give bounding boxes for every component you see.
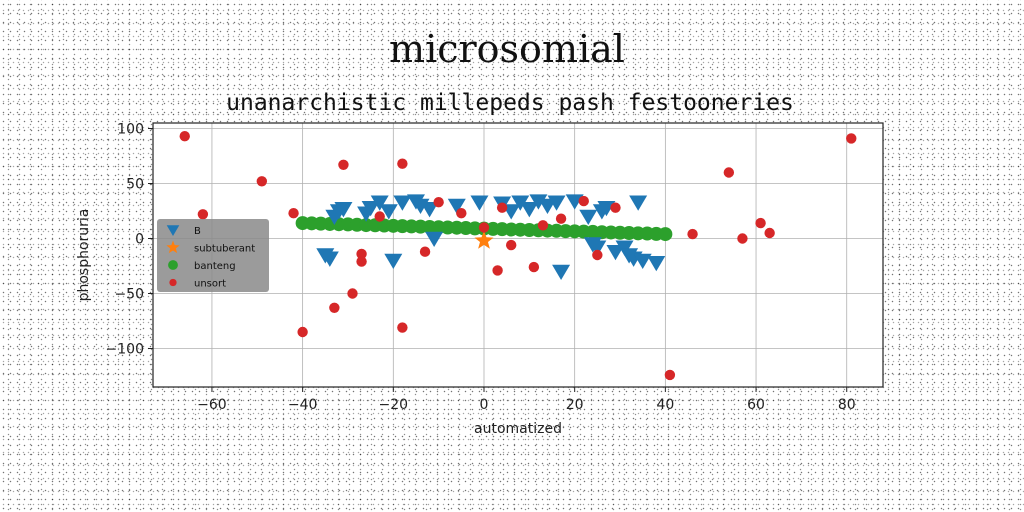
B-point — [547, 195, 566, 211]
unsort-point — [338, 159, 349, 170]
grid — [153, 123, 883, 387]
unsort-point — [456, 208, 467, 219]
B-point — [447, 198, 466, 215]
legend-marker-unsort — [169, 278, 177, 287]
unsort-point — [492, 265, 503, 276]
unsort-point — [419, 246, 431, 257]
B-point — [425, 231, 444, 248]
B-point — [588, 240, 607, 256]
B-point — [552, 264, 571, 281]
unsort-point — [478, 222, 490, 233]
subtuberant-point — [474, 230, 494, 249]
unsort-point — [846, 133, 857, 144]
axis-ticks: −60 −40 −20 0 20 40 60 80 −100 −50 0 50 100 — [106, 122, 856, 414]
B-point — [420, 202, 439, 218]
unsort-point — [610, 202, 621, 213]
unsort-point — [288, 208, 299, 219]
legend-label: banteng — [194, 261, 236, 272]
B-point — [384, 253, 403, 270]
legend-label: unsort — [194, 279, 226, 290]
unsort-point — [197, 209, 209, 220]
legend-marker-banteng — [168, 260, 178, 270]
plot-frame — [152, 122, 884, 388]
x-tick-label: −20 — [379, 397, 409, 413]
unsort-point — [297, 326, 308, 338]
x-tick-label: 0 — [480, 397, 489, 413]
y-tick-label: −100 — [106, 342, 144, 358]
legend-label: B — [194, 226, 201, 237]
y-tick-label: 50 — [126, 177, 144, 193]
B-point — [529, 194, 548, 210]
unsort-point — [764, 227, 775, 239]
legend-marker-B — [166, 225, 180, 236]
B-point — [615, 240, 634, 256]
B-point — [520, 202, 539, 218]
B-point — [370, 195, 389, 211]
B-point — [565, 194, 584, 210]
chart-subtitle: unanarchistic millepeds pash festoonerie… — [226, 90, 794, 116]
y-tick-label: −50 — [114, 287, 144, 303]
plot-area — [153, 123, 883, 387]
B-point — [334, 202, 353, 218]
x-tick-label: 20 — [566, 397, 584, 413]
x-tick-label: 40 — [656, 397, 674, 413]
unsort-point — [537, 220, 549, 231]
x-tick-label: 60 — [747, 397, 765, 413]
B-point — [629, 195, 648, 211]
unsort-point — [496, 202, 508, 213]
unsort-point — [592, 249, 603, 261]
unsort-point — [397, 322, 408, 333]
unsort-point — [356, 248, 367, 260]
unsort-point — [723, 167, 735, 178]
unsort-point — [528, 261, 540, 273]
unsort-point — [505, 239, 517, 251]
unsort-point — [374, 211, 385, 222]
unsort-point — [347, 288, 358, 299]
data-marks — [179, 131, 857, 381]
x-tick-label: 80 — [838, 397, 856, 413]
x-tick-label: −60 — [197, 397, 227, 413]
unsort-point — [356, 256, 367, 267]
B-point — [511, 195, 530, 211]
y-tick-label: 0 — [135, 232, 144, 248]
unsort-point — [737, 233, 748, 244]
B-point — [597, 200, 616, 217]
unsort-point — [664, 369, 676, 381]
B-point — [379, 204, 398, 220]
unsort-point — [433, 197, 444, 208]
unsort-point — [555, 213, 567, 224]
x-axis-label: automatized — [474, 421, 562, 437]
unsort-point — [397, 158, 408, 169]
banteng-point — [658, 227, 673, 242]
unsort-point — [256, 176, 268, 187]
chart-title: microsomial — [389, 27, 625, 71]
unsort-point — [578, 195, 589, 207]
legend-label: subtuberant — [194, 244, 255, 255]
unsort-point — [179, 131, 190, 142]
legend-box — [157, 219, 269, 292]
x-tick-label: −40 — [288, 397, 318, 413]
B-point — [393, 195, 412, 211]
unsort-point — [687, 228, 698, 240]
B-point — [633, 253, 652, 270]
B-point — [647, 255, 666, 272]
B-point — [320, 251, 339, 267]
unsort-point — [755, 217, 766, 229]
B-point — [606, 244, 625, 261]
y-axis-label: phosphoruria — [76, 209, 92, 302]
legend-marker-subtuberant — [166, 240, 180, 254]
B-point — [579, 209, 598, 226]
unsort-point — [329, 302, 340, 313]
y-tick-label: 100 — [117, 122, 144, 138]
B-point — [470, 195, 489, 211]
B-point — [361, 200, 380, 217]
